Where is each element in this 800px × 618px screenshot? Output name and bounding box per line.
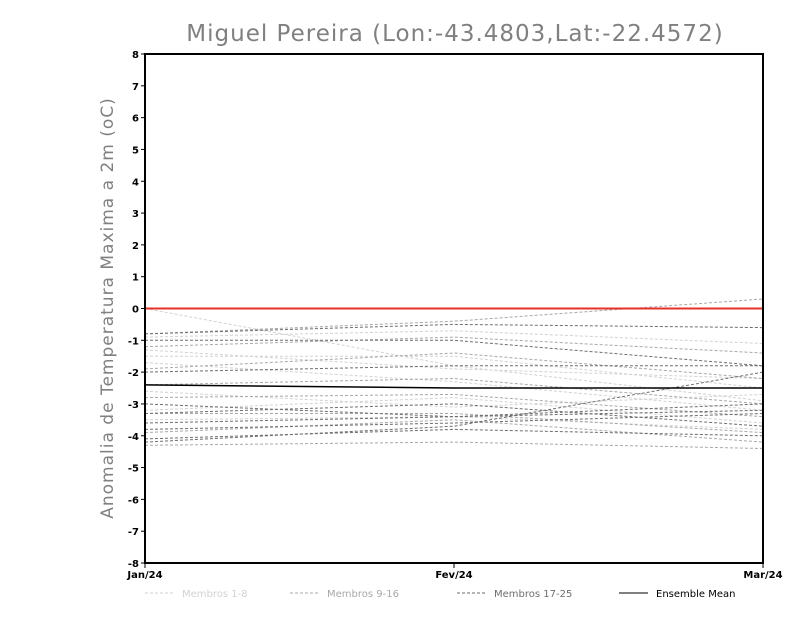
- member-line-g2-4: [145, 413, 764, 434]
- member-line-g1-3: [144, 362, 764, 411]
- y-tick-label: -5: [128, 464, 139, 475]
- x-tick-label: Fev/24: [435, 570, 472, 581]
- member-line-g1-4: [144, 390, 764, 408]
- y-tick-label: 3: [132, 209, 139, 220]
- legend: Membros 1-8 Membros 9-16 Membros 17-25 Ense…: [145, 589, 735, 600]
- y-tick-label: 6: [132, 114, 139, 125]
- member-line-g1-5: [144, 397, 764, 424]
- member-line-g3-5: [144, 403, 764, 424]
- legend-label: Membros 17-25: [494, 589, 572, 600]
- y-tick-label: -7: [128, 527, 139, 538]
- y-tick-label: 1: [132, 273, 139, 284]
- y-tick-label: 7: [132, 82, 139, 93]
- y-tick-label: -3: [128, 400, 139, 411]
- member-line-g1-7: [145, 355, 764, 389]
- y-axis-ticks: 8 7 6 5 4 3 2 1 0 -1 -2 -3 -4 -5 -6 -7 -8: [128, 50, 145, 570]
- member-line-g2-3: [144, 377, 764, 405]
- member-line-g2-7: [144, 393, 764, 418]
- y-tick-label: -6: [128, 495, 139, 506]
- member-line-g1-1: [144, 308, 764, 402]
- plot-area: [144, 53, 764, 564]
- legend-label: Ensemble Mean: [656, 589, 735, 600]
- y-axis-label: Anomalia de Temperatura Maxima a 2m (oC): [98, 97, 118, 519]
- member-line-g2-1: [144, 298, 764, 335]
- member-line-g1-2: [144, 349, 764, 379]
- y-tick-label: -8: [128, 559, 139, 570]
- x-axis-ticks: Jan/24 Fev/24 Mar/24: [126, 563, 783, 581]
- member-line-g3-3: [144, 365, 763, 373]
- member-line-g1-8: [144, 416, 764, 430]
- legend-label: Membros 9-16: [327, 589, 399, 600]
- member-line-g3-8: [144, 403, 764, 427]
- y-tick-label: -1: [128, 336, 139, 347]
- member-line-g1-6: [144, 330, 764, 344]
- member-line-g2-2: [144, 336, 764, 354]
- member-line-g2-8: [144, 352, 764, 379]
- y-tick-label: 5: [132, 145, 139, 156]
- y-tick-label: 8: [132, 50, 139, 61]
- member-line-g3-9: [144, 428, 764, 440]
- member-line-g3-7: [144, 413, 764, 430]
- member-line-g2-6: [144, 441, 764, 449]
- y-tick-label: 0: [132, 305, 139, 316]
- y-tick-label: 4: [132, 177, 139, 188]
- y-tick-label: -4: [128, 432, 139, 443]
- member-line-g3-4: [144, 403, 764, 418]
- legend-label: Membros 1-8: [182, 589, 248, 600]
- ensemble-mean-line: [144, 384, 763, 389]
- member-line-g2-5: [144, 419, 764, 443]
- y-tick-label: -2: [128, 368, 139, 379]
- x-tick-label: Jan/24: [126, 570, 162, 581]
- x-tick-label: Mar/24: [743, 570, 782, 581]
- member-line-g3-2: [145, 339, 764, 367]
- y-tick-label: 2: [132, 241, 139, 252]
- member-line-g3-1: [144, 323, 764, 335]
- chart-title: Miguel Pereira (Lon:-43.4803,Lat:-22.457…: [186, 21, 723, 47]
